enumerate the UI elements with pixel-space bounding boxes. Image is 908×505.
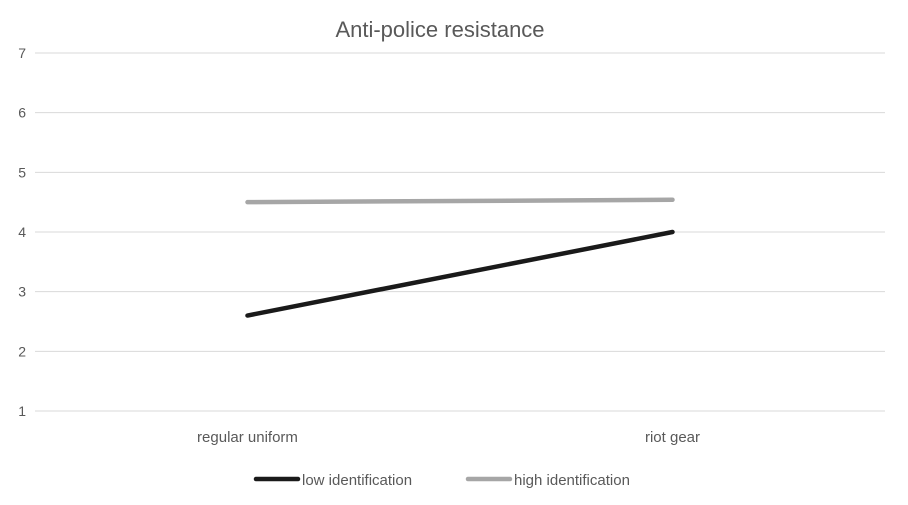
x-axis-ticks: regular uniform riot gear	[197, 429, 700, 446]
series-lines	[245, 197, 675, 318]
gridlines	[35, 52, 885, 412]
legend-label: low identification	[302, 472, 412, 489]
y-tick-label: 5	[18, 164, 26, 180]
y-axis-ticks: 1 2 3 4 5 6 7	[18, 45, 26, 419]
y-tick-label: 6	[18, 105, 26, 121]
legend: low identification high identification	[253, 472, 630, 489]
y-tick-label: 7	[18, 45, 26, 61]
y-tick-label: 1	[18, 403, 26, 419]
series-line-high-identification	[245, 197, 675, 205]
series-line-low-identification	[245, 229, 675, 318]
y-tick-label: 4	[18, 224, 26, 240]
legend-label: high identification	[514, 472, 630, 489]
x-tick-label: regular uniform	[197, 429, 298, 446]
chart-title: Anti-police resistance	[335, 17, 544, 42]
x-tick-label: riot gear	[645, 429, 700, 446]
y-tick-label: 2	[18, 343, 26, 359]
y-tick-label: 3	[18, 284, 26, 300]
